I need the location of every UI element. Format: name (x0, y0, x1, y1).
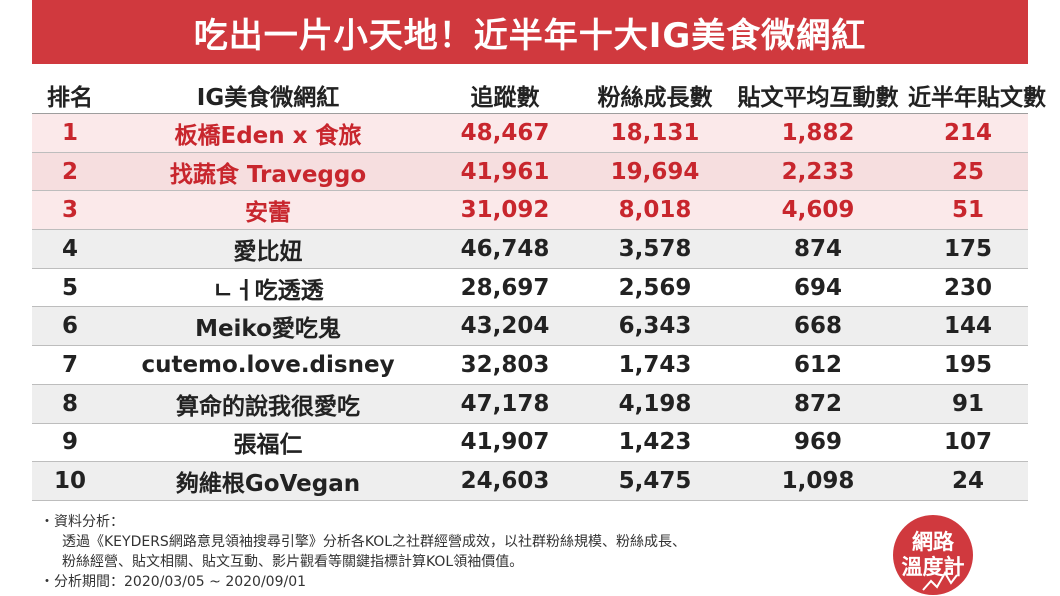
thermometer-wave-icon (922, 571, 958, 591)
header-post-count: 近半年貼文數 (908, 84, 1046, 111)
table-row: 10 夠維根GoVegan 24,603 5,475 1,098 24 (32, 462, 1028, 501)
influencer-cell: 張福仁 (233, 432, 303, 459)
header-follower-growth: 粉絲成長數 (597, 84, 713, 111)
followers-cell: 46,748 (460, 235, 550, 262)
growth-cell: 6,343 (618, 313, 692, 340)
table-row: 2 找蔬食 Traveggo 41,961 19,694 2,233 25 (32, 152, 1028, 192)
logo-text-line2: 溫度計 (901, 555, 965, 579)
table-row: 5 ㄴㅓ吃透透 28,697 2,569 694 230 (32, 269, 1028, 308)
posts-cell: 91 (951, 390, 984, 417)
influencer-cell: Meiko愛吃鬼 (195, 316, 341, 343)
rank-cell: 1 (61, 119, 78, 146)
influencer-cell: 夠維根GoVegan (175, 471, 361, 498)
posts-cell: 230 (943, 274, 992, 301)
analysis-period: ・分析期間：2020/03/05 ~ 2020/09/01 (40, 574, 307, 590)
logo-text-line1: 網路 (912, 530, 954, 554)
growth-cell: 3,578 (618, 235, 692, 262)
posts-cell: 51 (951, 197, 984, 224)
followers-cell: 32,803 (460, 351, 550, 378)
table-row: 9 張福仁 41,907 1,423 969 107 (32, 424, 1028, 463)
brand-logo: 網路 溫度計 (893, 515, 973, 595)
engagement-cell: 2,233 (781, 158, 855, 185)
engagement-cell: 694 (793, 274, 842, 301)
notes-heading: ・資料分析： (40, 514, 124, 530)
posts-cell: 25 (951, 158, 984, 185)
engagement-cell: 668 (793, 313, 842, 340)
influencer-cell: 找蔬食 Traveggo (169, 161, 367, 188)
engagement-cell: 872 (793, 390, 842, 417)
engagement-cell: 1,882 (781, 119, 855, 146)
growth-cell: 1,423 (618, 429, 692, 456)
rank-cell: 5 (61, 274, 78, 301)
growth-cell: 8,018 (618, 197, 692, 224)
table-row: 1 板橋Eden x 食旅 48,467 18,131 1,882 214 (32, 114, 1028, 153)
influencer-cell: 算命的說我很愛吃 (176, 393, 360, 420)
header-followers: 追蹤數 (470, 84, 540, 111)
growth-cell: 2,569 (618, 274, 692, 301)
posts-cell: 195 (943, 351, 992, 378)
influencer-cell: cutemo.love.disney (141, 351, 395, 378)
engagement-cell: 874 (793, 235, 842, 262)
followers-cell: 24,603 (460, 468, 550, 495)
rank-cell: 3 (61, 197, 78, 224)
followers-cell: 43,204 (460, 313, 550, 340)
notes-method-line2: 粉絲經營、貼文相關、貼文互動、影片觀看等關鍵指標計算KOL領袖價值。 (62, 554, 524, 570)
rank-cell: 6 (61, 313, 78, 340)
table-row: 8 算命的說我很愛吃 47,178 4,198 872 91 (32, 384, 1028, 424)
posts-cell: 144 (943, 313, 992, 340)
growth-cell: 19,694 (610, 158, 700, 185)
growth-cell: 18,131 (610, 119, 700, 146)
followers-cell: 41,961 (460, 158, 550, 185)
analysis-notes: ・資料分析： 透過《KEYDERS網路意見領袖搜尋引擎》分析各KOL之社群經營成… (40, 512, 860, 592)
followers-cell: 47,178 (460, 390, 550, 417)
engagement-cell: 969 (793, 429, 842, 456)
growth-cell: 4,198 (618, 390, 692, 417)
table-row: 3 安蕾 31,092 8,018 4,609 51 (32, 191, 1028, 231)
influencer-cell: 安蕾 (245, 200, 291, 227)
rank-cell: 8 (61, 390, 78, 417)
header-influencer: IG美食微網紅 (196, 84, 340, 111)
title-banner: 吃出一片小天地！近半年十大IG美食微網紅 (32, 0, 1028, 64)
table-header-row: 排名 IG美食微網紅 追蹤數 粉絲成長數 貼文平均互動數 近半年貼文數 (32, 76, 1046, 114)
influencer-cell: 板橋Eden x 食旅 (174, 122, 362, 149)
page-title: 吃出一片小天地！近半年十大IG美食微網紅 (193, 15, 867, 56)
table-row: 6 Meiko愛吃鬼 43,204 6,343 668 144 (32, 307, 1028, 347)
rank-cell: 10 (53, 468, 86, 495)
posts-cell: 107 (943, 429, 992, 456)
engagement-cell: 1,098 (781, 468, 855, 495)
rank-cell: 7 (61, 351, 78, 378)
influencer-cell: 愛比妞 (233, 238, 303, 265)
header-avg-engagement: 貼文平均互動數 (737, 84, 899, 111)
rank-cell: 2 (61, 158, 78, 185)
header-rank: 排名 (47, 84, 93, 111)
rank-cell: 4 (61, 235, 78, 262)
posts-cell: 175 (943, 235, 992, 262)
engagement-cell: 4,609 (781, 197, 855, 224)
followers-cell: 48,467 (460, 119, 550, 146)
growth-cell: 5,475 (618, 468, 692, 495)
posts-cell: 24 (951, 468, 984, 495)
table-row: 7 cutemo.love.disney 32,803 1,743 612 19… (32, 346, 1028, 385)
rank-cell: 9 (61, 429, 78, 456)
notes-method-line1: 透過《KEYDERS網路意見領袖搜尋引擎》分析各KOL之社群經營成效，以社群粉絲… (62, 534, 687, 550)
growth-cell: 1,743 (618, 351, 692, 378)
followers-cell: 28,697 (460, 274, 550, 301)
engagement-cell: 612 (793, 351, 842, 378)
followers-cell: 41,907 (460, 429, 550, 456)
posts-cell: 214 (943, 119, 992, 146)
followers-cell: 31,092 (460, 197, 550, 224)
table-row: 4 愛比妞 46,748 3,578 874 175 (32, 230, 1028, 269)
ranking-table: 排名 IG美食微網紅 追蹤數 粉絲成長數 貼文平均互動數 近半年貼文數 1 板橋… (32, 76, 1046, 501)
influencer-cell: ㄴㅓ吃透透 (212, 277, 324, 304)
